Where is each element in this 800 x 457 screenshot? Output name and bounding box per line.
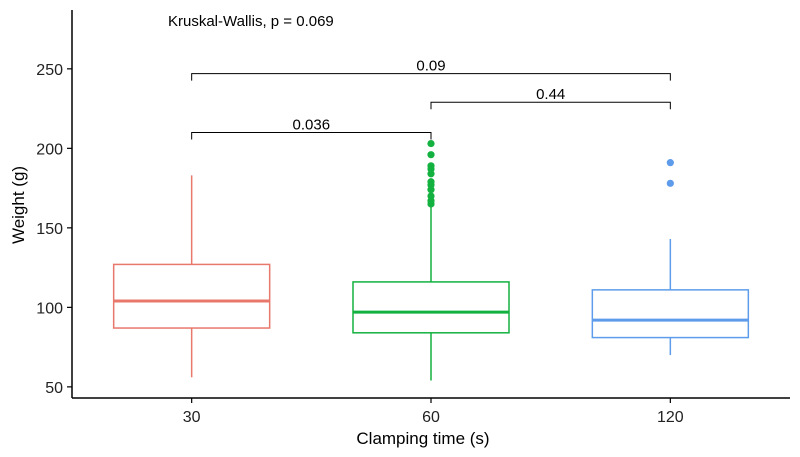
comparison-bracket [191,73,671,81]
outlier-point [427,139,435,148]
x-tick-label: 60 [422,409,440,426]
y-tick-label: 150 [36,221,63,238]
outlier-point [427,151,435,159]
x-tick-label: 120 [657,409,684,426]
comparison-60-120: 0.44 [430,86,671,110]
box-120 [591,159,750,356]
comparison-bracket [430,101,671,110]
comparison-30-120: 0.09 [191,58,671,81]
comparison-bracket [191,131,432,140]
comparison-p-value: 0.09 [416,58,445,75]
comparison-30-60: 0.036 [191,116,432,140]
annotations: Kruskal-Wallis, p = 0.069 0.036 0.44 0.09 [168,13,671,140]
iqr-box [352,281,510,334]
y-tick-label: 50 [45,380,63,397]
iqr-box [112,263,271,329]
outlier-point [427,162,435,170]
comparison-p-value: 0.036 [293,116,331,133]
box-60 [352,139,510,381]
y-tick-label: 100 [36,300,63,317]
outlier-point [427,178,435,186]
axes: Clamping time (s) Weight (g) 50 100 150 200… [9,10,790,448]
outlier-point [666,159,674,167]
outlier-point [427,192,435,200]
y-tick-label: 200 [36,141,63,158]
y-tick-label: 250 [36,62,63,79]
iqr-box [591,289,750,339]
comparison-p-value: 0.44 [536,86,565,103]
kruskal-wallis-label: Kruskal-Wallis, p = 0.069 [168,13,334,30]
plot-area [112,139,750,381]
y-axis-title: Weight (g) [9,166,28,244]
box-30 [112,175,271,378]
x-axis-title: Clamping time (s) [356,429,489,448]
x-tick-label: 30 [183,409,201,426]
outlier-point [666,179,674,187]
